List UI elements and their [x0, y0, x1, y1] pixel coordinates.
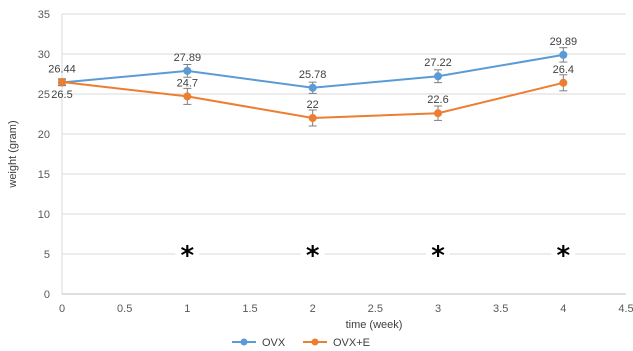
data-label-ovx-e: 24.7 — [177, 77, 198, 89]
y-tick-label: 0 — [44, 289, 50, 301]
x-tick-label: 0.5 — [117, 303, 132, 315]
star-backing — [300, 236, 325, 258]
data-series — [58, 47, 568, 127]
data-point — [559, 78, 568, 87]
y-axis-title: weight (gram) — [7, 120, 19, 188]
x-axis-title: time (week) — [346, 319, 403, 331]
legend-label: OVX — [262, 337, 286, 349]
data-point — [434, 72, 442, 81]
data-label-ovx-e: 26.5 — [51, 89, 72, 101]
star-backing — [551, 236, 576, 258]
data-label-ovx: 29.89 — [550, 36, 578, 48]
x-tick-label: 4 — [560, 303, 566, 315]
data-point — [559, 50, 568, 59]
data-label-ovx-e: 26.4 — [553, 64, 574, 76]
data-label-ovx: 27.89 — [174, 52, 202, 64]
x-tick-label: 1.5 — [242, 303, 257, 315]
gridlines — [62, 13, 626, 255]
x-tick-label: 2 — [310, 303, 316, 315]
y-tick-label: 30 — [38, 49, 50, 61]
x-tick-label: 1 — [184, 303, 190, 315]
star-backing — [426, 236, 450, 258]
data-label-ovx: 27.22 — [424, 57, 452, 69]
star-backing — [175, 236, 200, 258]
data-label-ovx: 25.78 — [299, 69, 327, 81]
data-label-ovx-e: 22 — [307, 99, 319, 111]
y-tick-label: 35 — [38, 9, 50, 21]
legend-label: OVX+E — [333, 337, 370, 349]
significance-markers: * * * * — [175, 236, 576, 271]
data-point — [183, 92, 192, 101]
legend-swatch-marker — [311, 338, 319, 346]
legend-swatch-marker — [240, 338, 248, 346]
y-tick-label: 5 — [44, 249, 50, 261]
significance-star: * — [181, 241, 195, 271]
x-tick-label: 0 — [59, 303, 65, 315]
axes: 0 5 10 15 20 25 30 35 0 0.5 1 1.5 2 2.5 3 3.5 4 4.5 — [38, 9, 633, 315]
axis-titles: time (week) weight (gram) — [7, 120, 402, 331]
x-tick-label: 3 — [435, 303, 441, 315]
x-tick-label: 3.5 — [493, 303, 508, 315]
data-point — [308, 114, 317, 122]
data-labels: 26.44 26.5 27.89 24.7 25.78 22 27.22 22.6 29.89 2… — [48, 36, 577, 111]
data-point — [58, 78, 66, 86]
y-tick-label: 20 — [38, 129, 50, 141]
data-label-ovx-e: 22.6 — [427, 94, 448, 106]
y-tick-label: 25 — [38, 89, 50, 101]
significance-star: * — [557, 241, 571, 271]
y-tick-label: 10 — [38, 209, 50, 221]
y-tick-label: 15 — [38, 169, 50, 181]
x-tick-label: 4.5 — [618, 303, 633, 315]
data-point — [308, 83, 317, 92]
data-point — [434, 109, 442, 118]
data-point — [183, 66, 192, 75]
x-tick-label: 2.5 — [368, 303, 383, 315]
data-label-ovx: 26.44 — [48, 63, 76, 75]
legend: OVX OVX+E — [232, 337, 370, 349]
significance-star: * — [431, 241, 445, 271]
significance-star: * — [306, 241, 320, 271]
